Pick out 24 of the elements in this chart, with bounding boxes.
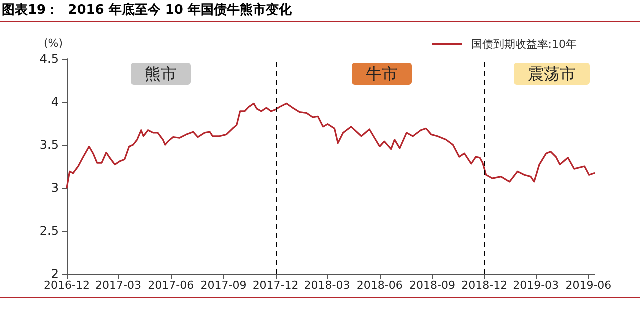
x-tick-label: 2018-12 [462, 279, 508, 292]
y-tick-label: 4 [51, 95, 59, 109]
annotation: 牛市 [366, 64, 398, 84]
x-tick-label: 2018-03 [304, 279, 350, 292]
x-tick-label: 2018-09 [410, 279, 456, 292]
y-tick-label: 3.5 [40, 138, 59, 152]
line-series [66, 102, 596, 189]
y-tick-label: 3 [51, 181, 59, 195]
x-tick-label: 2016-12 [44, 279, 90, 292]
y-tick-label: 4.5 [40, 52, 59, 66]
annotation: 震荡市 [528, 64, 576, 84]
x-tick-label: 2019-03 [513, 279, 560, 292]
x-tick-label: 2018-06 [356, 279, 403, 292]
x-tick-label: 2019-06 [566, 279, 612, 292]
annotation: 熊市 [145, 64, 177, 84]
x-tick-label: 2017-03 [96, 279, 142, 292]
legend-label: 国债到期收益率:10年 [471, 38, 577, 51]
x-tick-label: 2017-06 [148, 279, 194, 292]
x-tick-label: 2017-09 [200, 279, 247, 292]
y-tick-label: 2 [51, 267, 59, 281]
chart-title: 图表19： 2016 年底至今 10 年国债牛熊市变化 [2, 2, 293, 18]
x-tick-label: 2017-12 [252, 279, 299, 292]
y-axis-title: (%) [44, 37, 64, 50]
y-tick-label: 2.5 [40, 224, 59, 238]
